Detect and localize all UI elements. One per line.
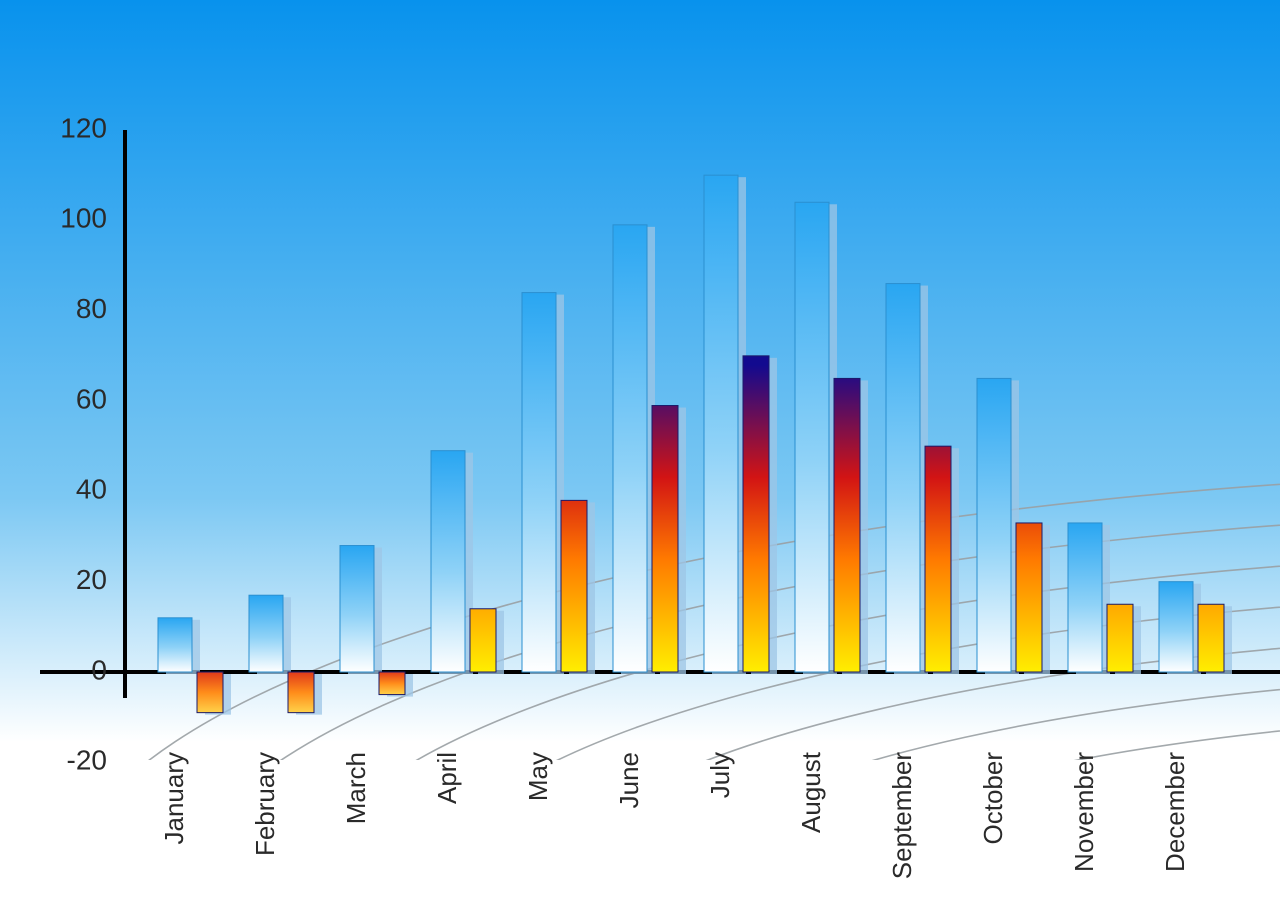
y-tick-label: 120 xyxy=(60,112,107,143)
x-tick-label: October xyxy=(978,752,1008,845)
secondary-bar xyxy=(1016,523,1042,672)
primary-bar xyxy=(249,595,283,672)
x-tick-label: December xyxy=(1160,752,1190,872)
primary-bar xyxy=(1068,523,1102,672)
primary-bar xyxy=(1159,582,1193,672)
primary-bar xyxy=(795,202,829,672)
y-tick-label: 60 xyxy=(76,383,107,414)
primary-bar xyxy=(340,546,374,672)
x-tick-label: September xyxy=(887,752,917,880)
x-tick-label: May xyxy=(523,752,553,801)
secondary-bar xyxy=(743,356,769,672)
secondary-bar xyxy=(470,609,496,672)
secondary-bar xyxy=(561,500,587,672)
primary-bar xyxy=(431,451,465,672)
x-tick-label: November xyxy=(1069,752,1099,872)
chart-container: { "chart": { "type": "grouped-bar-3d", "… xyxy=(0,0,1280,905)
x-tick-label: January xyxy=(159,752,189,845)
primary-bar xyxy=(886,284,920,672)
primary-bar xyxy=(158,618,192,672)
y-tick-label: 100 xyxy=(60,203,107,234)
primary-bar xyxy=(704,175,738,672)
primary-bar xyxy=(522,293,556,672)
y-tick-label: 40 xyxy=(76,474,107,505)
secondary-bar xyxy=(1198,604,1224,672)
secondary-bar xyxy=(1107,604,1133,672)
x-tick-label: August xyxy=(796,751,826,833)
secondary-bar xyxy=(379,672,405,695)
secondary-bar xyxy=(834,378,860,672)
primary-bar xyxy=(977,378,1011,672)
secondary-bar xyxy=(197,672,223,713)
x-tick-label: April xyxy=(432,752,462,804)
secondary-bar xyxy=(652,406,678,672)
x-tick-label: July xyxy=(705,752,735,798)
secondary-bar xyxy=(288,672,314,713)
y-tick-label: 20 xyxy=(76,564,107,595)
x-tick-label: June xyxy=(614,752,644,808)
monthly-bar-chart: -20 0 20 40 60 80 100 120 January February March A… xyxy=(0,0,1280,905)
primary-bar xyxy=(613,225,647,672)
secondary-bar xyxy=(925,446,951,672)
y-tick-label: -20 xyxy=(67,745,107,776)
y-tick-label: 80 xyxy=(76,293,107,324)
y-tick-label: 0 xyxy=(91,654,107,685)
x-tick-label: March xyxy=(341,752,371,824)
x-tick-label: February xyxy=(250,752,280,856)
